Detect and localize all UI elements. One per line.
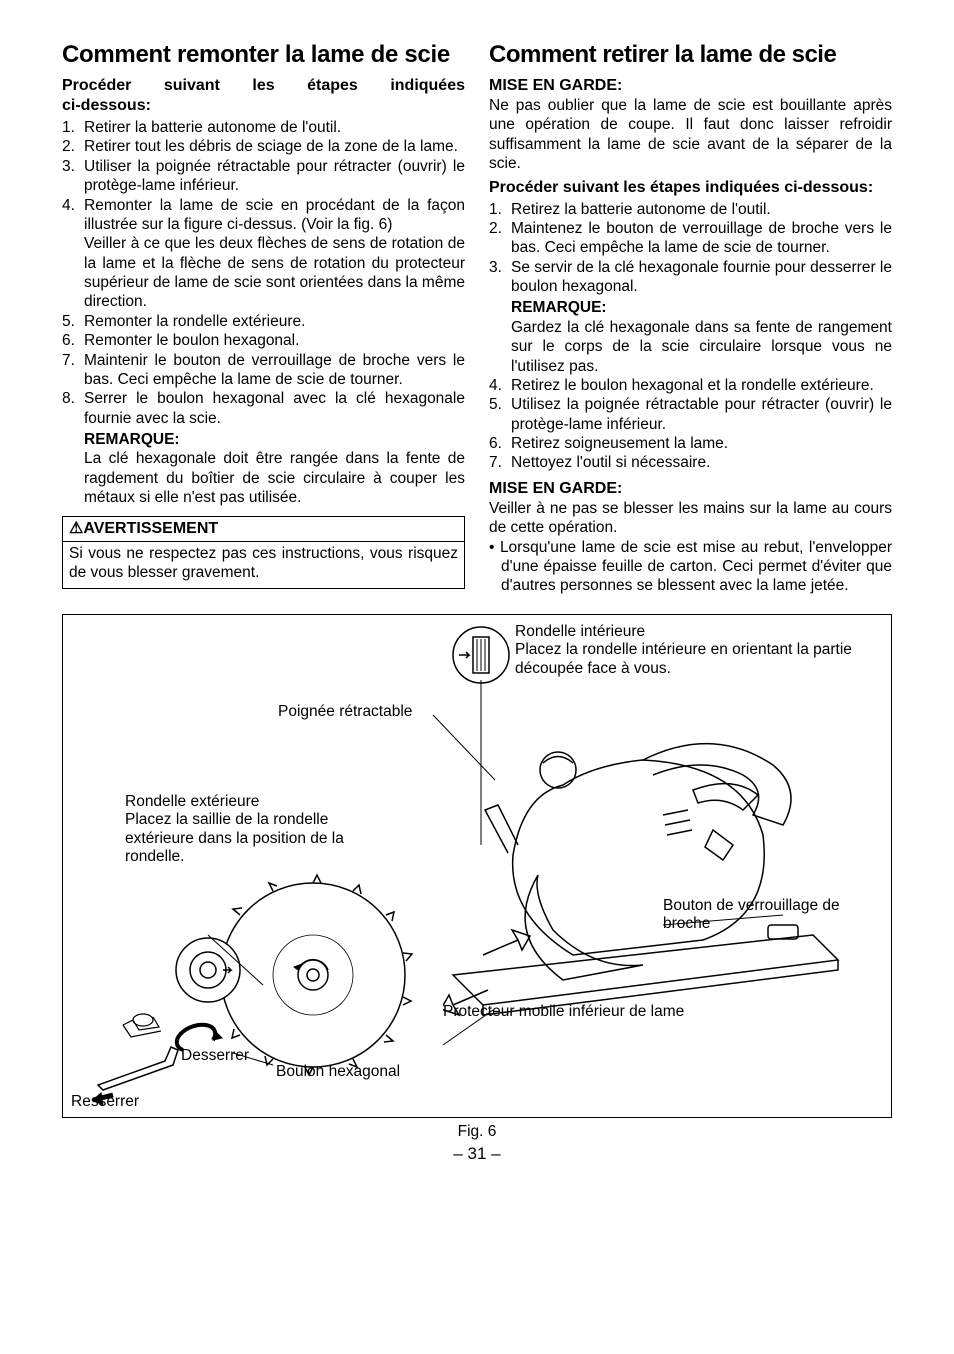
warning-heading: ⚠AVERTISSEMENT bbox=[63, 517, 464, 542]
list-item: 2.Maintenez le bouton de verrouillage de… bbox=[489, 219, 892, 258]
right-remarque: Gardez la clé hexagonale dans sa fente d… bbox=[489, 318, 892, 376]
left-proc-heading-2: ci-dessous: bbox=[62, 96, 465, 116]
list-item: 3.Utiliser la poignée rétractable pour r… bbox=[62, 157, 465, 196]
list-item: 3.Se servir de la clé hexagonale fournie… bbox=[489, 258, 892, 297]
right-title: Comment retirer la lame de scie bbox=[489, 40, 892, 70]
list-item: 4.Remonter la lame de scie en procédant … bbox=[62, 196, 465, 235]
label-resserrer: Resserrer bbox=[71, 1093, 139, 1112]
right-steps-cont: 4.Retirez le boulon hexagonal et la rond… bbox=[489, 376, 892, 473]
warning-body: Si vous ne respectez pas ces instruction… bbox=[63, 542, 464, 589]
left-title: Comment remonter la lame de scie bbox=[62, 40, 465, 70]
left-remarque: La clé hexagonale doit être rangée dans … bbox=[62, 449, 465, 507]
left-proc-heading: Procéder suivant les étapes indiquées bbox=[62, 76, 465, 96]
list-item: 7.Maintenir le bouton de verrouillage de… bbox=[62, 351, 465, 390]
list-item: 4.Retirez le boulon hexagonal et la rond… bbox=[489, 376, 892, 395]
figure-caption: Fig. 6 bbox=[62, 1122, 892, 1141]
left-remarque-head: REMARQUE: bbox=[62, 430, 465, 449]
list-item: 8.Serrer le boulon hexagonal avec la clé… bbox=[62, 389, 465, 428]
label-rondelle-ext: Rondelle extérieure Placez la saillie de… bbox=[125, 793, 385, 867]
label-desserrer: Desserrer bbox=[181, 1047, 249, 1066]
caution-head-1: MISE EN GARDE: bbox=[489, 76, 892, 96]
right-steps: 1.Retirez la batterie autonome de l'outi… bbox=[489, 200, 892, 297]
page-number: – 31 – bbox=[62, 1143, 892, 1164]
label-protecteur: Protecteur mobile inférieur de lame bbox=[443, 1003, 684, 1022]
left-column: Comment remonter la lame de scie Procéde… bbox=[62, 40, 465, 596]
two-column-layout: Comment remonter la lame de scie Procéde… bbox=[62, 40, 892, 596]
warning-box: ⚠AVERTISSEMENT Si vous ne respectez pas … bbox=[62, 516, 465, 590]
list-item: 6.Retirez soigneusement la lame. bbox=[489, 434, 892, 453]
list-item: 6.Remonter le boulon hexagonal. bbox=[62, 331, 465, 350]
right-remarque-head: REMARQUE: bbox=[489, 298, 892, 317]
list-item: 5.Utilisez la poignée rétractable pour r… bbox=[489, 395, 892, 434]
left-steps: 1.Retirer la batterie autonome de l'outi… bbox=[62, 118, 465, 234]
label-bouton: Bouton de verrouillage de broche bbox=[663, 897, 863, 934]
label-rondelle-int: Rondelle intérieure Placez la rondelle i… bbox=[515, 623, 875, 679]
caution-2: Veiller à ne pas se blesser les mains su… bbox=[489, 499, 892, 538]
label-poignee: Poignée rétractable bbox=[278, 703, 412, 722]
caution-1: Ne pas oublier que la lame de scie est b… bbox=[489, 96, 892, 174]
figure-6-frame: Rondelle intérieure Placez la rondelle i… bbox=[62, 614, 892, 1118]
caution-head-2: MISE EN GARDE: bbox=[489, 479, 892, 499]
list-item: 2.Retirer tout les débris de sciage de l… bbox=[62, 137, 465, 156]
list-item: 1.Retirez la batterie autonome de l'outi… bbox=[489, 200, 892, 219]
bullet-list: Lorsqu'une lame de scie est mise au rebu… bbox=[489, 538, 892, 596]
list-item: 7.Nettoyez l'outil si nécessaire. bbox=[489, 453, 892, 472]
list-item: 5.Remonter la rondelle extérieure. bbox=[62, 312, 465, 331]
left-steps-cont: 5.Remonter la rondelle extérieure. 6.Rem… bbox=[62, 312, 465, 428]
right-column: Comment retirer la lame de scie MISE EN … bbox=[489, 40, 892, 596]
warning-icon: ⚠ bbox=[69, 520, 83, 537]
bullet-item: Lorsqu'une lame de scie est mise au rebu… bbox=[489, 538, 892, 596]
step-4-extra: Veiller à ce que les deux flèches de sen… bbox=[62, 234, 465, 312]
list-item: 1.Retirer la batterie autonome de l'outi… bbox=[62, 118, 465, 137]
right-proc-heading: Procéder suivant les étapes indiquées ci… bbox=[489, 178, 892, 198]
label-boulon: Boulon hexagonal bbox=[276, 1063, 400, 1082]
